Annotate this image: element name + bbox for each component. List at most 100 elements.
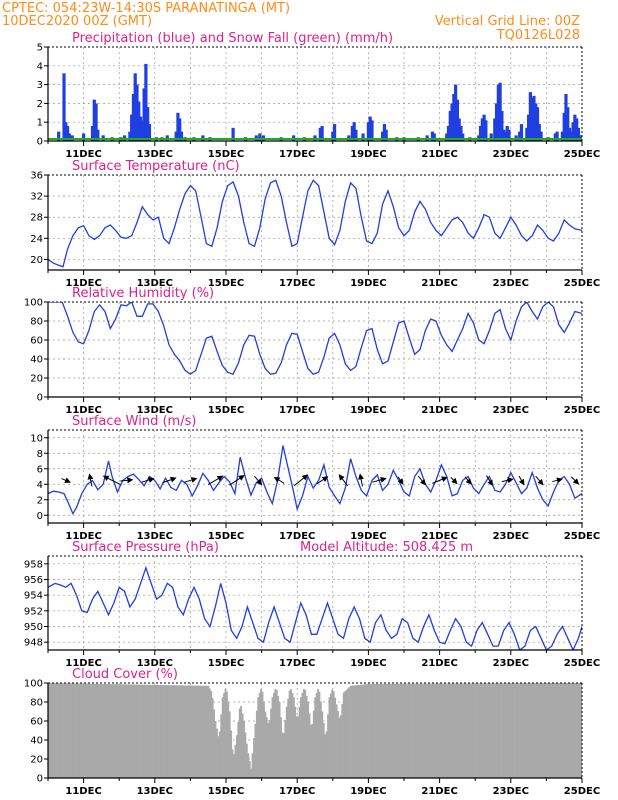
humidity-title: Relative Humidity (%)	[72, 286, 214, 301]
precip-xtick-label: 25DEC	[564, 149, 600, 160]
cloud-bar	[490, 683, 493, 778]
temperature-title: Surface Temperature (nC)	[72, 159, 240, 174]
pressure-xtick-label: 11DEC	[65, 658, 101, 669]
cloud-bar	[244, 732, 247, 778]
cloud-bar	[426, 683, 429, 778]
precip-ytick-label: 1	[37, 118, 43, 129]
header-location: CPTEC: 054:23W-14:30S PARANATINGA (MT)	[2, 1, 290, 16]
precip-bar	[352, 122, 356, 141]
cloud-bar	[465, 683, 468, 778]
cloud-bar	[291, 693, 294, 778]
cloud-bar	[117, 684, 120, 778]
precip-ytick-label: 5	[37, 43, 43, 54]
precip-bar	[332, 124, 337, 141]
cloud-bar	[275, 689, 278, 778]
cloud-bar	[415, 683, 418, 778]
cloud-bar	[507, 683, 510, 778]
wind-vector	[61, 477, 71, 483]
cloud-bar	[386, 683, 389, 778]
cloud-bar	[341, 703, 344, 778]
precip-bar	[135, 84, 139, 141]
cloud-bar	[284, 720, 287, 778]
cloud-bar	[376, 683, 379, 778]
cloud-bar	[223, 693, 225, 778]
cloud-bar	[124, 684, 127, 778]
cloud-bar	[478, 683, 480, 778]
precip-bar	[534, 103, 538, 141]
precip-bar	[354, 129, 358, 141]
precip-bar	[174, 131, 178, 141]
cloud-bar	[220, 714, 223, 778]
cloud-bar	[365, 684, 368, 778]
cloud-bar	[282, 733, 285, 778]
wind-vector	[184, 477, 198, 483]
cloud-bar	[413, 683, 416, 778]
cloud-bar	[378, 683, 381, 778]
wind-vector	[450, 477, 458, 485]
cloud-bar	[265, 717, 268, 778]
cloud-bar	[149, 684, 151, 778]
precip-bar	[258, 133, 262, 141]
cloud-bar	[419, 683, 422, 778]
precip-bar	[532, 95, 536, 141]
cloud-bar	[96, 683, 99, 778]
wind-xtick-label: 21DEC	[421, 531, 457, 542]
cloud-bar	[197, 685, 200, 778]
cloud-bar	[576, 683, 579, 778]
cloud-bar	[75, 683, 77, 778]
wind-ytick-label: 8	[37, 449, 43, 460]
cloud-bar	[235, 735, 238, 778]
cloud-bar	[218, 731, 221, 778]
precip-bar	[450, 103, 454, 141]
cloud-bar	[500, 683, 503, 778]
cloud-bar	[469, 683, 472, 778]
cloud-bar	[496, 683, 499, 778]
cloud-bar	[180, 685, 183, 778]
cloud-bar	[408, 683, 411, 778]
cloud-bar	[523, 683, 526, 778]
precip-bar	[142, 88, 146, 141]
cloud-bar	[92, 683, 94, 778]
cloud-bar	[553, 683, 556, 778]
cloud-bar	[344, 691, 347, 778]
wind-line	[48, 445, 582, 516]
cloud-bar	[381, 683, 384, 778]
cloud-bar	[322, 722, 325, 778]
wind-ytick-label: 0	[37, 511, 43, 522]
cloud-bar	[201, 685, 204, 778]
cloud-bar	[512, 683, 515, 778]
cloud-bar	[517, 683, 520, 778]
wind-vector	[273, 476, 285, 484]
cloud-bar	[99, 683, 102, 778]
cloud-bar	[267, 722, 270, 778]
cloud-bar	[515, 683, 517, 778]
cloud-bar	[171, 685, 174, 778]
cloud-bar	[290, 688, 292, 778]
cloud-bar	[90, 683, 93, 778]
cloud-bar	[421, 683, 423, 778]
cloud-bar	[187, 685, 190, 778]
cloud-bar	[52, 683, 55, 778]
humidity-ytick-label: 0	[37, 393, 43, 404]
cloud-bar	[331, 689, 334, 778]
precip-bar	[484, 120, 488, 141]
cloud-bar	[570, 683, 573, 778]
cloud-bar	[573, 683, 576, 778]
cloud-bar	[160, 685, 163, 778]
precip-bar	[461, 133, 465, 141]
cloud-bar	[560, 683, 563, 778]
precip-bar	[452, 94, 456, 141]
precip-bar	[448, 110, 452, 141]
precip-bar	[144, 63, 148, 141]
cloud-bar	[260, 688, 262, 778]
cloud-bar	[462, 683, 465, 778]
cloud-bar	[292, 697, 295, 778]
cloud-bar	[406, 683, 409, 778]
cloud-bar	[271, 697, 274, 778]
precip-bar	[370, 120, 374, 141]
cloud-bar	[458, 683, 460, 778]
cloud-bar	[211, 698, 214, 778]
cloud-bar	[536, 683, 539, 778]
precip-bar	[564, 94, 568, 141]
cloud-bar	[194, 685, 197, 778]
